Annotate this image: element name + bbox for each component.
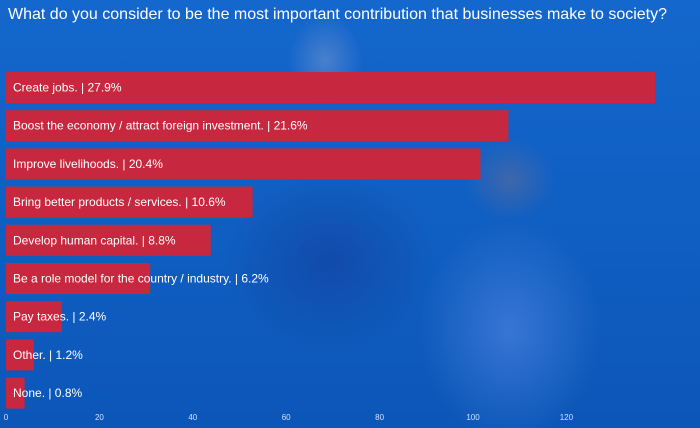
bar-label-3: Bring better products / services. | 10.6… xyxy=(13,195,226,209)
x-tick-label-6: 120 xyxy=(560,413,574,422)
bar-6 xyxy=(6,301,62,333)
bar-label-5: Be a role model for the country / indust… xyxy=(13,272,269,286)
x-tick-label-3: 60 xyxy=(282,413,291,422)
bar-label-7: Other. | 1.2% xyxy=(13,348,83,362)
bar-7 xyxy=(6,339,34,371)
x-tick-label-5: 100 xyxy=(466,413,480,422)
bar-label-6: Pay taxes. | 2.4% xyxy=(13,310,106,324)
bar-label-4: Develop human capital. | 8.8% xyxy=(13,233,176,247)
bar-4 xyxy=(6,224,211,256)
bar-3 xyxy=(6,186,253,218)
chart-title: What do you consider to be the most impo… xyxy=(8,6,668,23)
bar-label-8: None. | 0.8% xyxy=(13,386,82,400)
bar-label-2: Improve livelihoods. | 20.4% xyxy=(13,157,163,171)
x-tick-label-0: 0 xyxy=(4,413,9,422)
x-tick-label-2: 40 xyxy=(188,413,197,422)
x-tick-label-4: 80 xyxy=(375,413,384,422)
bar-label-0: Create jobs. | 27.9% xyxy=(13,81,122,95)
bar-1 xyxy=(6,110,509,142)
bar-8 xyxy=(6,377,25,409)
x-tick-label-1: 20 xyxy=(95,413,104,422)
bar-label-1: Boost the economy / attract foreign inve… xyxy=(13,119,308,133)
bar-2 xyxy=(6,148,481,180)
bar-0 xyxy=(6,72,655,103)
bar-5 xyxy=(6,263,151,294)
